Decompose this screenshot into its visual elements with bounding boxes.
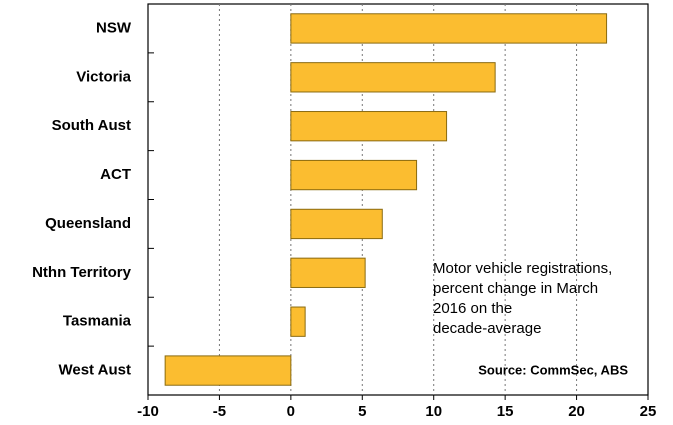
x-tick-label: -10 <box>137 403 159 420</box>
y-tick-label: West Aust <box>58 362 131 379</box>
y-tick-label: Tasmania <box>63 313 132 330</box>
x-tick-label: 25 <box>640 403 657 420</box>
x-tick-label: 0 <box>287 403 295 420</box>
y-tick-label: South Aust <box>52 117 131 134</box>
y-tick-label: ACT <box>100 166 131 183</box>
bar <box>290 306 306 337</box>
x-tick-label: 5 <box>358 403 366 420</box>
x-tick-label: -5 <box>213 403 226 420</box>
y-tick-label: Queensland <box>45 215 131 232</box>
annotation: 2016 on the <box>433 300 512 317</box>
bar <box>290 159 418 191</box>
annotation: percent change in March <box>433 280 598 297</box>
annotation: Motor vehicle registrations, <box>433 260 612 277</box>
bar <box>290 111 448 142</box>
bar <box>290 62 496 93</box>
x-tick-label: 20 <box>568 403 585 420</box>
y-tick-label: NSW <box>96 19 132 36</box>
bar <box>164 355 292 386</box>
source: Source: CommSec, ABS <box>478 362 628 377</box>
x-tick-label: 10 <box>425 403 442 420</box>
annotation: decade-average <box>433 320 541 337</box>
bar <box>290 257 366 288</box>
bar <box>290 208 383 240</box>
y-tick-label: Victoria <box>76 68 131 85</box>
y-tick-label: Nthn Territory <box>32 264 132 281</box>
bar <box>290 13 608 44</box>
x-tick-label: 15 <box>497 403 514 420</box>
